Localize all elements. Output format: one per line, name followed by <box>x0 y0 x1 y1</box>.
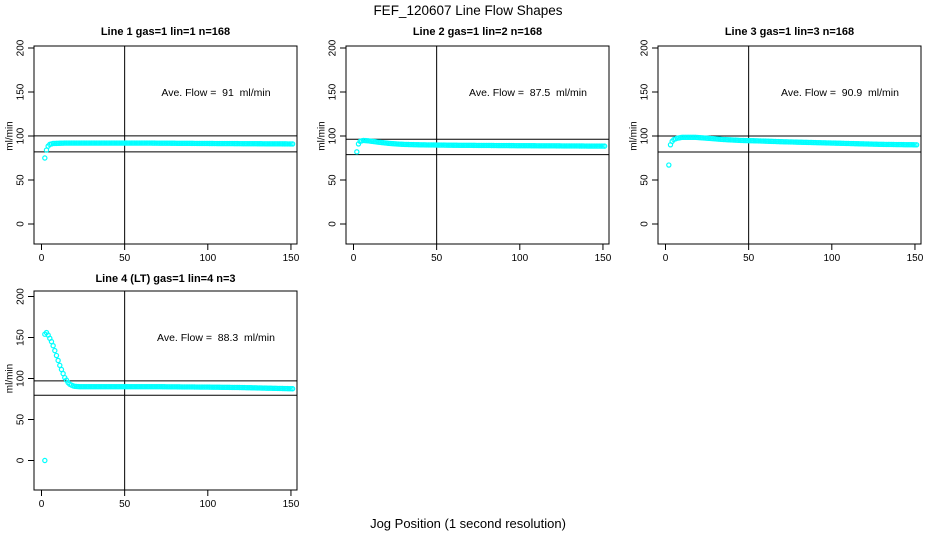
x-axis-label: Jog Position (1 second resolution) <box>370 516 566 531</box>
x-tick-label: 100 <box>511 253 528 264</box>
plot-border <box>33 290 298 491</box>
flow-data-point <box>42 155 48 161</box>
panel-line-3: Line 3 gas=1 lin=3 n=168 Ave. Flow = 90.… <box>624 18 936 270</box>
panel-title: Line 3 gas=1 lin=3 n=168 <box>724 26 855 38</box>
ave-flow-annotation: Ave. Flow = 87.5 ml/min <box>469 87 587 99</box>
y-tick-label: 100 <box>16 370 27 387</box>
y-axis-ticks: 0 50 100 150 200 <box>328 39 346 227</box>
y-tick-label: 150 <box>328 83 339 100</box>
flow-data-point <box>601 143 608 149</box>
panel-title: Line 2 gas=1 lin=2 n=168 <box>412 26 543 38</box>
x-tick-label: 50 <box>119 499 131 510</box>
x-tick-label: 100 <box>823 253 840 264</box>
x-tick-label: 0 <box>39 499 45 510</box>
x-tick-label: 150 <box>595 253 612 264</box>
y-tick-label: 200 <box>16 288 27 305</box>
y-tick-label: 50 <box>16 174 27 186</box>
ave-flow-annotation: Ave. Flow = 90.9 ml/min <box>781 87 899 99</box>
data-points <box>42 140 296 161</box>
panel-title: Line 1 gas=1 lin=1 n=168 <box>100 26 231 38</box>
y-tick-label: 100 <box>328 127 339 144</box>
flow-data-point <box>913 142 920 148</box>
x-tick-label: 0 <box>39 253 45 264</box>
x-tick-label: 0 <box>351 253 357 264</box>
flow-data-point <box>53 352 60 359</box>
scatter-plot-line-3: 0 50 100 150 200 0 50 100 150 ml/min <box>629 39 924 264</box>
panel-title: Line 4 (LT) gas=1 lin=4 n=3 <box>95 273 236 285</box>
y-tick-label: 200 <box>16 39 27 56</box>
ave-flow-annotation: Ave. Flow = 91 ml/min <box>161 87 271 99</box>
x-tick-label: 50 <box>431 253 443 264</box>
flow-data-point <box>289 386 296 392</box>
flow-data-point <box>666 162 672 168</box>
plot-border <box>657 45 922 245</box>
flow-data-point <box>55 357 61 364</box>
data-points <box>354 137 608 155</box>
y-axis-unit-label: ml/min <box>317 121 328 150</box>
y-tick-label: 50 <box>640 174 651 186</box>
x-tick-label: 100 <box>199 499 216 510</box>
y-tick-label: 150 <box>16 83 27 100</box>
figure-title: FEF_120607 Line Flow Shapes <box>373 3 563 18</box>
flow-data-point <box>42 457 48 464</box>
y-tick-label: 0 <box>640 221 651 227</box>
scatter-plot-line-2: 0 50 100 150 200 0 50 100 150 ml/min <box>317 39 612 264</box>
x-axis-ticks: 0 50 100 150 <box>663 244 924 264</box>
y-tick-label: 150 <box>16 329 27 346</box>
flow-data-point <box>354 149 360 155</box>
flow-data-point <box>289 141 296 147</box>
scatter-plot-line-1: 0 50 100 150 200 0 50 100 150 ml/min <box>5 39 300 264</box>
x-tick-label: 100 <box>199 253 216 264</box>
y-axis-unit-label: ml/min <box>629 121 640 150</box>
y-axis-unit-label: ml/min <box>5 364 16 393</box>
x-tick-label: 50 <box>743 253 755 264</box>
x-tick-label: 50 <box>119 253 131 264</box>
y-tick-label: 100 <box>640 127 651 144</box>
y-axis-ticks: 0 50 100 150 200 <box>16 39 34 227</box>
x-tick-label: 150 <box>283 499 300 510</box>
y-axis-unit-label: ml/min <box>5 121 16 150</box>
panel-line-2: Line 2 gas=1 lin=2 n=168 Ave. Flow = 87.… <box>312 18 624 270</box>
y-tick-label: 200 <box>640 39 651 56</box>
x-axis-ticks: 0 50 100 150 <box>351 244 612 264</box>
panel-line-1: Line 1 gas=1 lin=1 n=168 Ave. Flow = 91 … <box>0 18 312 270</box>
x-axis-ticks: 0 50 100 150 <box>39 244 300 264</box>
y-tick-label: 0 <box>16 221 27 227</box>
data-points <box>666 134 920 168</box>
x-tick-label: 150 <box>907 253 924 264</box>
x-axis-ticks: 0 50 100 150 <box>39 490 300 510</box>
y-tick-label: 200 <box>328 39 339 56</box>
y-tick-label: 0 <box>328 221 339 227</box>
flow-data-point <box>50 342 56 349</box>
plot-border <box>33 45 298 245</box>
ave-flow-annotation: Ave. Flow = 88.3 ml/min <box>157 332 275 344</box>
y-tick-label: 50 <box>16 414 27 426</box>
panel-line-4: Line 4 (LT) gas=1 lin=4 n=3 Ave. Flow = … <box>0 263 312 515</box>
y-tick-label: 150 <box>640 83 651 100</box>
y-axis-ticks: 0 50 100 150 200 <box>640 39 658 227</box>
y-axis-ticks: 0 50 100 150 200 <box>16 288 34 463</box>
scatter-plot-line-4: 0 50 100 150 200 0 50 100 150 ml/min <box>5 288 300 510</box>
y-tick-label: 100 <box>16 127 27 144</box>
x-tick-label: 0 <box>663 253 669 264</box>
y-tick-label: 50 <box>328 174 339 186</box>
flow-data-point <box>52 347 58 354</box>
y-tick-label: 0 <box>16 457 27 463</box>
data-points <box>42 329 296 464</box>
plot-border <box>345 45 610 245</box>
x-tick-label: 150 <box>283 253 300 264</box>
